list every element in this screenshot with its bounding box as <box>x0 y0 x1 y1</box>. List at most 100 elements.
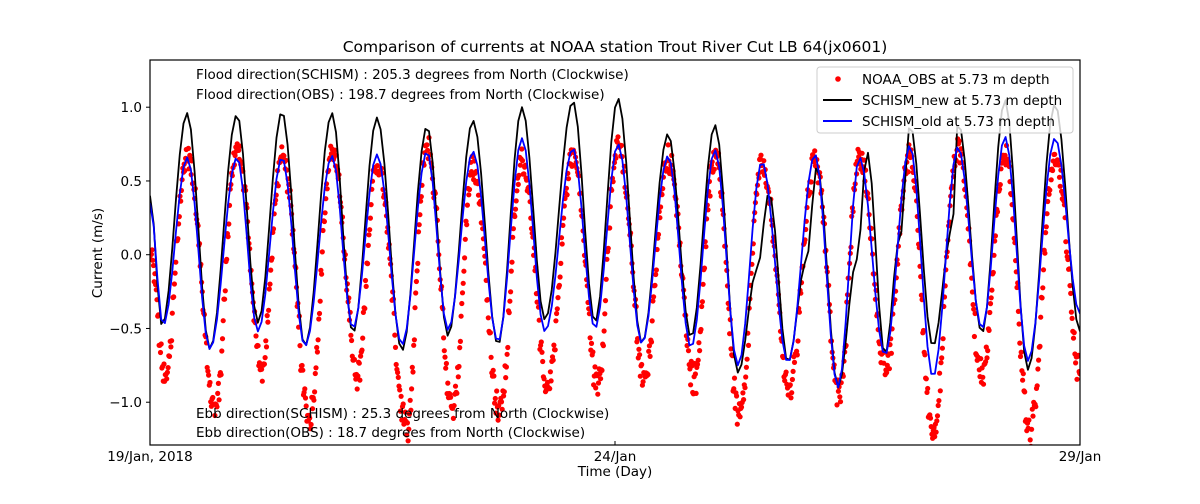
obs-point <box>269 255 275 261</box>
obs-point <box>556 282 563 288</box>
obs-point <box>651 294 657 300</box>
legend-box <box>816 66 1074 134</box>
obs-point <box>175 236 181 242</box>
obs-point <box>565 176 572 182</box>
obs-point <box>521 171 527 177</box>
obs-point <box>161 361 167 367</box>
obs-point <box>158 341 164 347</box>
obs-point <box>653 267 660 273</box>
obs-point <box>1056 162 1062 168</box>
obs-point <box>639 361 645 368</box>
obs-point <box>415 260 421 266</box>
obs-point <box>700 281 706 287</box>
obs-point <box>939 355 945 361</box>
annotation-ebb-obs: Ebb direction(OBS) : 18.7 degrees from N… <box>196 425 585 441</box>
obs-point <box>171 294 177 300</box>
obs-point <box>987 301 994 307</box>
schism-old-line <box>150 136 1080 389</box>
obs-point <box>1022 389 1028 395</box>
obs-point <box>812 148 818 154</box>
x-axis-ticks: 19/Jan, 2018 24/Jan 29/Jan <box>107 441 1101 465</box>
obs-point <box>922 352 928 358</box>
obs-point <box>303 403 309 409</box>
obs-point <box>519 146 525 152</box>
obs-point <box>206 372 212 378</box>
obs-point <box>320 227 326 234</box>
obs-point <box>740 390 746 396</box>
obs-point <box>1065 256 1071 263</box>
obs-point <box>1036 357 1042 363</box>
obs-point <box>649 318 655 324</box>
obs-point <box>461 268 467 274</box>
obs-point <box>927 415 934 421</box>
obs-point <box>172 270 178 276</box>
obs-point <box>557 274 563 280</box>
obs-point <box>695 357 701 363</box>
obs-point <box>307 426 313 432</box>
obs-point <box>727 331 733 337</box>
obs-point <box>905 169 911 175</box>
obs-point <box>508 289 514 295</box>
obs-point <box>452 383 459 389</box>
obs-point <box>505 344 511 351</box>
obs-point <box>745 342 752 348</box>
obs-point <box>169 310 175 316</box>
obs-point <box>205 368 211 374</box>
x-tick-label: 24/Jan <box>594 449 637 465</box>
obs-point <box>319 271 325 277</box>
obs-point <box>413 278 419 285</box>
obs-point <box>150 251 154 257</box>
obs-point <box>940 336 946 342</box>
obs-point <box>510 234 516 240</box>
obs-point <box>646 343 653 349</box>
obs-point <box>405 438 411 444</box>
obs-point <box>314 349 320 355</box>
obs-point <box>487 330 493 336</box>
obs-point <box>807 189 814 195</box>
annotation-flood-schism: Flood direction(SCHISM) : 205.3 degrees … <box>196 67 629 83</box>
x-tick-label: 19/Jan, 2018 <box>107 449 192 465</box>
obs-point <box>454 390 460 396</box>
obs-point <box>636 346 642 352</box>
obs-point <box>302 386 308 392</box>
legend-obs-label: NOAA_OBS at 5.73 m depth <box>862 72 1050 88</box>
obs-point <box>400 401 406 407</box>
obs-point <box>595 380 602 386</box>
obs-point <box>524 177 530 183</box>
obs-point <box>220 318 226 324</box>
obs-point <box>648 339 655 345</box>
obs-point <box>222 288 228 294</box>
obs-point <box>366 232 372 238</box>
obs-point <box>592 364 598 370</box>
obs-point <box>492 395 498 402</box>
obs-point <box>997 182 1003 188</box>
obs-point <box>459 300 465 307</box>
obs-point <box>598 376 604 382</box>
obs-point <box>997 186 1003 192</box>
obs-point <box>491 373 497 379</box>
obs-point <box>605 245 611 251</box>
obs-point <box>547 369 554 375</box>
obs-point <box>226 221 232 227</box>
obs-point <box>561 215 567 221</box>
obs-point <box>587 335 593 341</box>
obs-point <box>994 209 1001 215</box>
obs-point <box>547 386 553 392</box>
obs-point <box>924 389 930 395</box>
obs-point <box>1052 151 1058 157</box>
obs-point <box>970 302 976 308</box>
obs-point <box>939 345 946 351</box>
obs-point <box>795 338 801 344</box>
obs-point <box>1015 308 1022 314</box>
obs-point <box>395 369 401 376</box>
obs-point <box>166 353 173 359</box>
obs-point <box>737 414 743 420</box>
obs-point <box>416 222 422 228</box>
legend-obs-marker <box>835 76 841 82</box>
obs-point <box>356 360 362 366</box>
obs-point <box>728 346 734 352</box>
obs-point <box>808 179 814 185</box>
obs-point <box>367 227 373 233</box>
obs-point <box>392 332 398 338</box>
